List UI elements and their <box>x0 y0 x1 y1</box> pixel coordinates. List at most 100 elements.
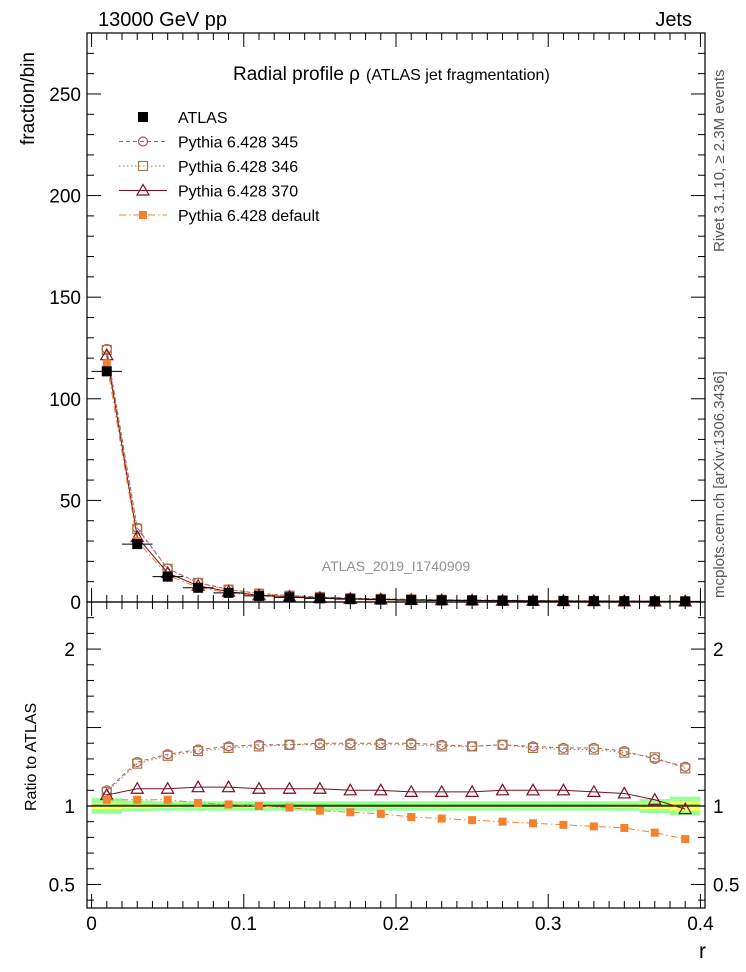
x-tick-label: 0 <box>86 914 97 935</box>
ratio-plot-marks <box>99 738 693 843</box>
header-left: 13000 GeV pp <box>98 9 227 31</box>
data-point <box>101 344 112 356</box>
ratio-point <box>132 758 143 769</box>
ratio-point <box>404 784 419 797</box>
ratio-point <box>191 779 206 793</box>
x-axis-label: r <box>699 940 706 963</box>
ratio-point <box>407 812 416 821</box>
legend-label: ATLAS <box>178 110 228 127</box>
ratio-y-tick-label: 1 <box>64 797 75 818</box>
main-y-tick-label: 50 <box>60 491 81 512</box>
ratio-point <box>223 742 234 754</box>
ratio-point <box>253 741 265 752</box>
legend-entry: Pythia 6.428 default <box>119 208 320 225</box>
ratio-point <box>437 814 446 823</box>
x-tick-label: 0.4 <box>687 914 714 935</box>
ratio-point <box>681 834 690 843</box>
ratio-point <box>558 744 569 755</box>
main-y-tick-label: 250 <box>49 85 81 106</box>
main-y-axis-label: fraction/bin <box>18 52 39 145</box>
ratio-point <box>467 741 478 752</box>
legend-entry: ATLAS <box>138 110 228 127</box>
ratio-point <box>649 752 660 763</box>
ratio-point <box>312 781 327 794</box>
ratio-point <box>375 739 386 750</box>
ratio-point <box>465 784 480 797</box>
ratio-point <box>345 739 356 750</box>
ratio-point <box>346 808 355 817</box>
legend-marker <box>138 112 148 122</box>
ratio-point <box>678 801 693 815</box>
ratio-point <box>130 781 145 794</box>
ratio-y-tick-label-right: 2 <box>713 640 724 661</box>
ratio-point <box>497 739 508 750</box>
ratio-point <box>160 781 175 794</box>
ratio-point <box>315 806 324 815</box>
legend-entry: Pythia 6.428 346 <box>119 159 298 176</box>
ratio-point <box>194 798 203 807</box>
data-point <box>132 539 143 550</box>
axes: 0 50 100 150 200 250 0.5 0.5 1 1 2 2 0 0.1 0.2 0.3 0.4 <box>49 32 739 935</box>
legend-marker <box>135 183 151 196</box>
ratio-point <box>255 802 264 810</box>
ratio-series-triangle <box>99 779 693 815</box>
side-label-bottom: mcplots.cern.ch [arXiv:1306.3436] <box>711 371 728 598</box>
chart-title: Radial profile ρ <box>233 64 360 85</box>
ratio-point <box>528 819 537 828</box>
ratio-point <box>527 742 539 754</box>
ratio-frame <box>86 601 706 909</box>
ratio-point <box>647 792 662 805</box>
ratio-series-circle <box>101 738 691 796</box>
data-point <box>223 587 234 598</box>
analysis-watermark: ATLAS_2019_I1740909 <box>322 558 471 574</box>
ratio-y-axis-label: Ratio to ATLAS <box>23 703 40 811</box>
ratio-point <box>680 763 691 774</box>
ratio-point <box>251 781 267 794</box>
ratio-point <box>525 783 541 796</box>
data-point <box>102 359 111 368</box>
side-label-top: Rivet 3.1.10, ≥ 2.3M events <box>711 70 728 253</box>
ratio-point <box>559 820 568 829</box>
ratio-point <box>617 786 632 799</box>
legend-entry: Pythia 6.428 370 <box>119 183 298 201</box>
main-y-tick-label: 150 <box>49 288 81 309</box>
legend-label: Pythia 6.428 345 <box>178 135 298 152</box>
ratio-point <box>406 739 417 750</box>
ratio-point <box>282 781 297 794</box>
main-y-tick-label: 100 <box>49 390 81 411</box>
x-tick-label: 0.1 <box>231 914 257 935</box>
ratio-point <box>133 795 142 804</box>
ratio-point <box>221 779 236 793</box>
ratio-y-tick-label: 2 <box>64 640 75 661</box>
ratio-point <box>373 783 388 796</box>
legend-marker <box>137 136 149 147</box>
ratio-point <box>102 795 111 804</box>
ratio-point <box>224 800 233 809</box>
ratio-uncertainty-band <box>87 796 705 816</box>
ratio-point <box>586 784 601 797</box>
ratio-series-square <box>101 739 691 797</box>
ratio-point <box>619 747 630 758</box>
ratio-point <box>498 817 507 826</box>
legend-label: Pythia 6.428 default <box>178 208 320 225</box>
main-y-tick-label: 200 <box>49 187 81 208</box>
ratio-point <box>162 750 173 761</box>
ratio-point <box>376 809 385 818</box>
ratio-point <box>285 803 294 812</box>
ratio-y-tick-label: 0.5 <box>49 875 75 896</box>
legend-label: Pythia 6.428 346 <box>178 159 298 176</box>
legend-entry: Pythia 6.428 345 <box>119 135 298 152</box>
ratio-point <box>343 783 358 796</box>
ratio-point <box>468 816 477 825</box>
ratio-series-filled-square <box>102 795 690 843</box>
x-tick-label: 0.2 <box>383 914 409 935</box>
ratio-point <box>193 745 204 757</box>
ratio-point <box>588 744 599 755</box>
data-point <box>162 571 173 582</box>
ratio-series-line <box>106 786 686 810</box>
ratio-point <box>434 784 449 797</box>
chart-subtitle: (ATLAS jet fragmentation) <box>366 67 550 84</box>
main-y-tick-label: 0 <box>70 593 81 614</box>
ratio-point <box>556 783 571 796</box>
